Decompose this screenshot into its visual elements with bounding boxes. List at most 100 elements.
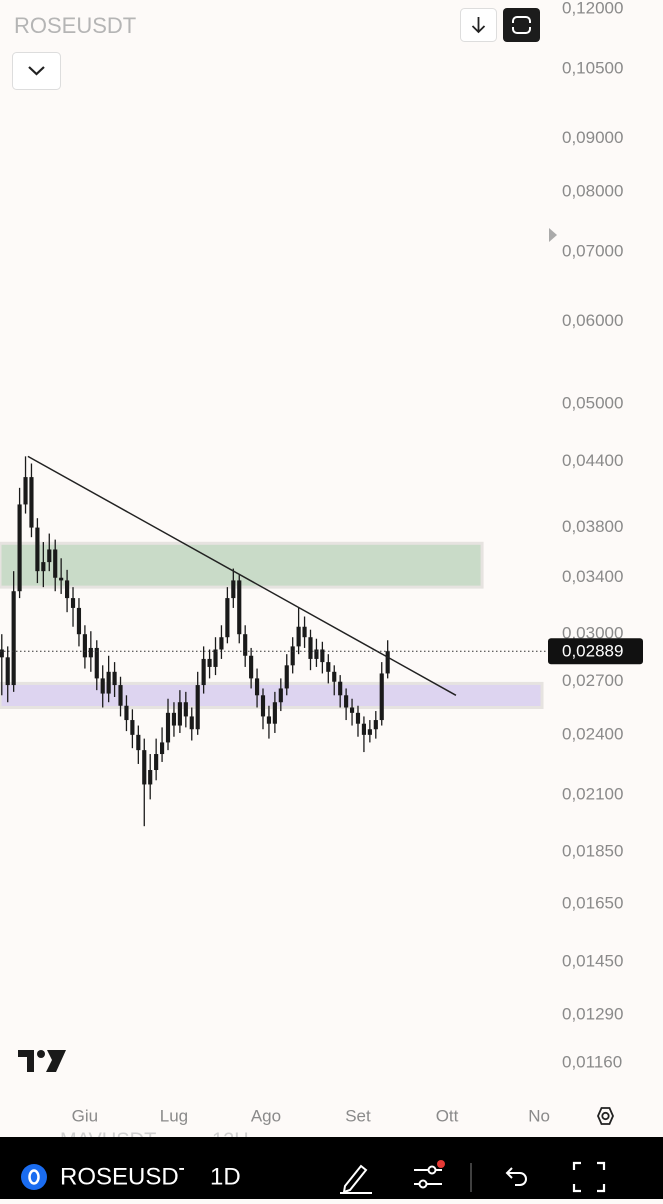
candle-body	[130, 720, 135, 735]
candle-body	[272, 702, 277, 724]
symbol-clip: ROSEUSDT	[60, 1163, 194, 1190]
y-tick-label: 0,01850	[562, 842, 623, 861]
y-tick-label: 0,01650	[562, 893, 623, 912]
candle-body	[367, 729, 372, 735]
candle-body	[213, 649, 218, 667]
y-tick-label: 0,02400	[562, 724, 623, 743]
x-tick-label: Ago	[251, 1106, 281, 1125]
candle-body	[302, 626, 307, 638]
candle-body	[100, 678, 105, 694]
candle-body	[29, 477, 34, 528]
y-tick-label: 0,09000	[562, 128, 623, 147]
y-tick-label: 0,01290	[562, 1004, 623, 1023]
candle-body	[237, 580, 242, 635]
candle-body	[41, 562, 46, 572]
symbol-title: ROSEUSDT	[14, 13, 136, 38]
y-tick-label: 0,01450	[562, 952, 623, 971]
y-tick-label: 0,01160	[562, 1052, 622, 1071]
candle-body	[177, 702, 182, 726]
candle-body	[225, 598, 230, 638]
candle-body	[249, 655, 254, 679]
candle-body	[195, 685, 200, 730]
candle-body	[266, 716, 272, 724]
x-tick-label: Lug	[160, 1106, 188, 1125]
candle-body	[118, 685, 123, 706]
zone	[0, 541, 484, 589]
candle-body	[47, 549, 52, 563]
candle-body	[88, 647, 93, 658]
candle-body	[59, 577, 64, 581]
indicators-icon[interactable]	[414, 1160, 445, 1189]
candle-body	[70, 598, 76, 608]
candle-body	[332, 671, 337, 682]
candle-body	[53, 549, 58, 578]
candle-body	[17, 504, 22, 592]
x-tick-label: Set	[345, 1106, 371, 1125]
candle-body	[385, 651, 390, 674]
tv-logo	[18, 1050, 66, 1072]
candle-body	[207, 658, 212, 667]
candle-body	[349, 707, 355, 713]
y-tick-label: 0,06000	[562, 311, 623, 330]
candle-body	[260, 695, 266, 717]
candle-body	[159, 742, 165, 755]
candle-body	[5, 657, 10, 686]
candle-body	[171, 712, 177, 726]
candle-body	[0, 649, 4, 658]
candle-body	[112, 671, 117, 686]
candle-body	[65, 580, 70, 599]
y-tick-label: 0,04400	[562, 451, 623, 470]
candle-body	[320, 649, 325, 663]
fullscreen-button[interactable]	[503, 8, 540, 42]
y-tick-label: 0,03800	[562, 517, 623, 536]
y-tick-label: 0,03400	[562, 567, 623, 586]
candle-body	[35, 527, 40, 572]
candle-body	[106, 671, 111, 694]
candle-body	[136, 734, 141, 751]
candle-body	[183, 702, 188, 717]
candle-body	[296, 626, 301, 647]
candle-body	[254, 678, 260, 696]
candle-body	[23, 477, 28, 505]
candle-body	[94, 647, 99, 679]
candle-body	[148, 770, 153, 785]
candle-body	[82, 634, 87, 658]
bar-interval[interactable]: 1D	[210, 1163, 241, 1190]
candle-body	[231, 580, 236, 599]
candle-body	[379, 673, 384, 721]
candle-body	[165, 712, 171, 743]
candle-body	[278, 688, 283, 703]
x-tick-label: Ott	[436, 1106, 459, 1125]
last-price-box	[548, 638, 643, 665]
candle-body	[189, 716, 194, 730]
y-tick-label: 0,02100	[562, 785, 623, 804]
y-tick-label: 0,03000	[562, 624, 623, 643]
zone	[0, 681, 544, 710]
candle-body	[355, 712, 361, 724]
candle-body	[314, 649, 319, 659]
candle-body	[361, 723, 367, 735]
candle-body	[284, 665, 289, 689]
candle-body	[154, 754, 159, 771]
x-tick-label: No	[528, 1106, 550, 1125]
y-tick-label: 0,08000	[562, 181, 623, 200]
undo-icon[interactable]	[505, 1167, 527, 1186]
collapse-button[interactable]	[12, 52, 61, 90]
candle-body	[124, 705, 129, 721]
candle-body	[344, 695, 349, 708]
download-button[interactable]	[460, 8, 497, 42]
plot-area	[0, 455, 544, 827]
settings-icon[interactable]	[597, 1107, 614, 1125]
expand-icon[interactable]	[572, 1161, 606, 1193]
candle-body	[11, 591, 16, 686]
x-tick-label: Giu	[72, 1106, 98, 1125]
draw-icon[interactable]	[340, 1164, 372, 1194]
candle-body	[290, 646, 295, 666]
symbol-logo	[21, 1164, 47, 1190]
scroll-marker	[549, 228, 557, 242]
bar-symbol[interactable]: ROSEUSDT	[60, 1163, 194, 1190]
y-tick-label: 0,05000	[562, 393, 623, 412]
y-tick-label: 0,12000	[562, 0, 623, 17]
